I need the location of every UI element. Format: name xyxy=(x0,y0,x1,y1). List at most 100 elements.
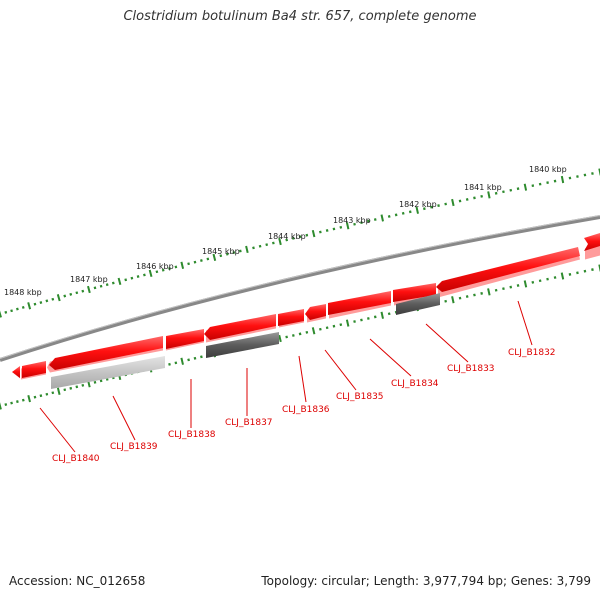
feature-bar-dark[interactable] xyxy=(396,293,440,315)
gene-arrow[interactable] xyxy=(436,247,580,292)
minor-tick xyxy=(292,334,295,337)
minor-tick xyxy=(494,288,498,292)
minor-tick xyxy=(325,229,329,232)
minor-tick xyxy=(473,196,476,200)
locus-label[interactable]: CLJ_B1832 xyxy=(508,348,556,358)
major-tick xyxy=(415,206,419,214)
accession-label: Accession: NC_012658 xyxy=(9,574,146,588)
genome-summary: Topology: circular; Length: 3,977,794 bp… xyxy=(261,574,591,588)
minor-tick xyxy=(21,305,25,309)
feature-track xyxy=(51,293,440,389)
major-tick xyxy=(0,402,2,410)
minor-tick xyxy=(168,267,171,270)
locus-label[interactable]: CLJ_B1835 xyxy=(336,392,384,402)
locus-labels: CLJ_B1832 CLJ_B1833 CLJ_B1834 CLJ_B1835 … xyxy=(52,348,556,464)
minor-tick xyxy=(568,176,572,180)
gene-arrow[interactable] xyxy=(204,314,276,340)
minor-tick xyxy=(494,191,498,195)
minor-tick xyxy=(339,225,343,229)
minor-tick xyxy=(193,356,197,360)
minor-tick xyxy=(4,310,8,314)
minor-tick xyxy=(465,295,469,298)
major-tick xyxy=(523,280,528,288)
minor-tick xyxy=(75,291,79,295)
minor-tick xyxy=(225,252,229,256)
kbp-label: 1845 kbp xyxy=(202,247,240,256)
minor-tick xyxy=(360,318,363,322)
minor-tick xyxy=(45,392,49,396)
minor-tick xyxy=(10,401,13,405)
major-tick xyxy=(117,277,122,286)
locus-label[interactable]: CLJ_B1837 xyxy=(225,418,273,428)
minor-tick xyxy=(401,211,405,215)
minor-tick xyxy=(292,236,295,240)
major-tick xyxy=(311,327,316,335)
minor-tick xyxy=(305,233,309,237)
minor-tick xyxy=(187,358,190,362)
minor-tick xyxy=(252,246,255,250)
major-tick xyxy=(487,191,491,199)
minor-tick xyxy=(353,320,356,323)
minor-tick xyxy=(538,279,542,283)
gene-arrow[interactable] xyxy=(305,304,326,320)
gene-arrow[interactable] xyxy=(22,361,46,378)
major-tick xyxy=(0,310,2,318)
minor-tick xyxy=(161,268,165,272)
kbp-scale: 1840 kbp 1841 kbp 1842 kbp 1843 kbp 1844… xyxy=(4,165,567,297)
minor-tick xyxy=(168,362,171,366)
minor-tick xyxy=(239,249,242,253)
minor-tick xyxy=(367,317,370,320)
feature-bar-dark[interactable] xyxy=(206,332,279,358)
minor-tick xyxy=(111,281,115,285)
locus-label[interactable]: CLJ_B1834 xyxy=(391,379,439,389)
major-tick xyxy=(311,229,316,238)
gene-arrow[interactable] xyxy=(278,309,304,326)
genome-backbone xyxy=(0,215,600,362)
gene-arrow[interactable] xyxy=(584,233,600,251)
minor-tick xyxy=(339,323,343,327)
minor-tick xyxy=(136,275,140,278)
minor-tick xyxy=(583,269,587,273)
gene-arrow[interactable] xyxy=(49,336,163,370)
minor-tick xyxy=(285,335,288,339)
kbp-label: 1842 kbp xyxy=(399,200,437,209)
major-tick xyxy=(278,334,282,343)
minor-tick xyxy=(319,230,322,234)
locus-label[interactable]: CLJ_B1838 xyxy=(168,430,216,440)
minor-tick xyxy=(480,291,483,295)
minor-tick xyxy=(332,227,336,231)
minor-tick xyxy=(51,297,55,301)
minor-tick xyxy=(373,315,377,319)
minor-tick xyxy=(99,284,103,288)
locus-label[interactable]: CLJ_B1839 xyxy=(110,442,158,452)
gene-arrow[interactable] xyxy=(166,329,204,349)
minor-tick xyxy=(16,307,19,311)
minor-tick xyxy=(408,210,412,214)
minor-tick xyxy=(33,395,37,399)
minor-tick xyxy=(458,199,462,203)
minor-tick xyxy=(99,379,103,383)
minor-tick xyxy=(332,324,336,328)
minor-tick xyxy=(272,241,275,245)
minor-tick xyxy=(39,301,43,304)
gene-arrow[interactable] xyxy=(12,366,20,378)
major-tick xyxy=(345,319,350,327)
major-tick xyxy=(27,302,32,310)
locus-label[interactable]: CLJ_B1840 xyxy=(52,454,100,464)
feature-bar-light[interactable] xyxy=(51,356,165,389)
minor-tick xyxy=(437,204,440,208)
minor-tick xyxy=(353,222,356,226)
minor-tick xyxy=(394,213,398,217)
minor-tick xyxy=(465,198,469,201)
minor-tick xyxy=(367,219,370,223)
major-tick xyxy=(380,311,384,319)
major-tick xyxy=(380,214,384,222)
gene-arrow[interactable] xyxy=(328,291,391,315)
locus-label[interactable]: CLJ_B1836 xyxy=(282,405,330,415)
locus-label[interactable]: CLJ_B1833 xyxy=(447,364,495,374)
minor-tick xyxy=(143,273,146,277)
minor-tick xyxy=(174,361,178,365)
gene-arrow[interactable] xyxy=(393,283,436,302)
minor-tick xyxy=(4,403,8,406)
minor-tick xyxy=(305,330,309,334)
